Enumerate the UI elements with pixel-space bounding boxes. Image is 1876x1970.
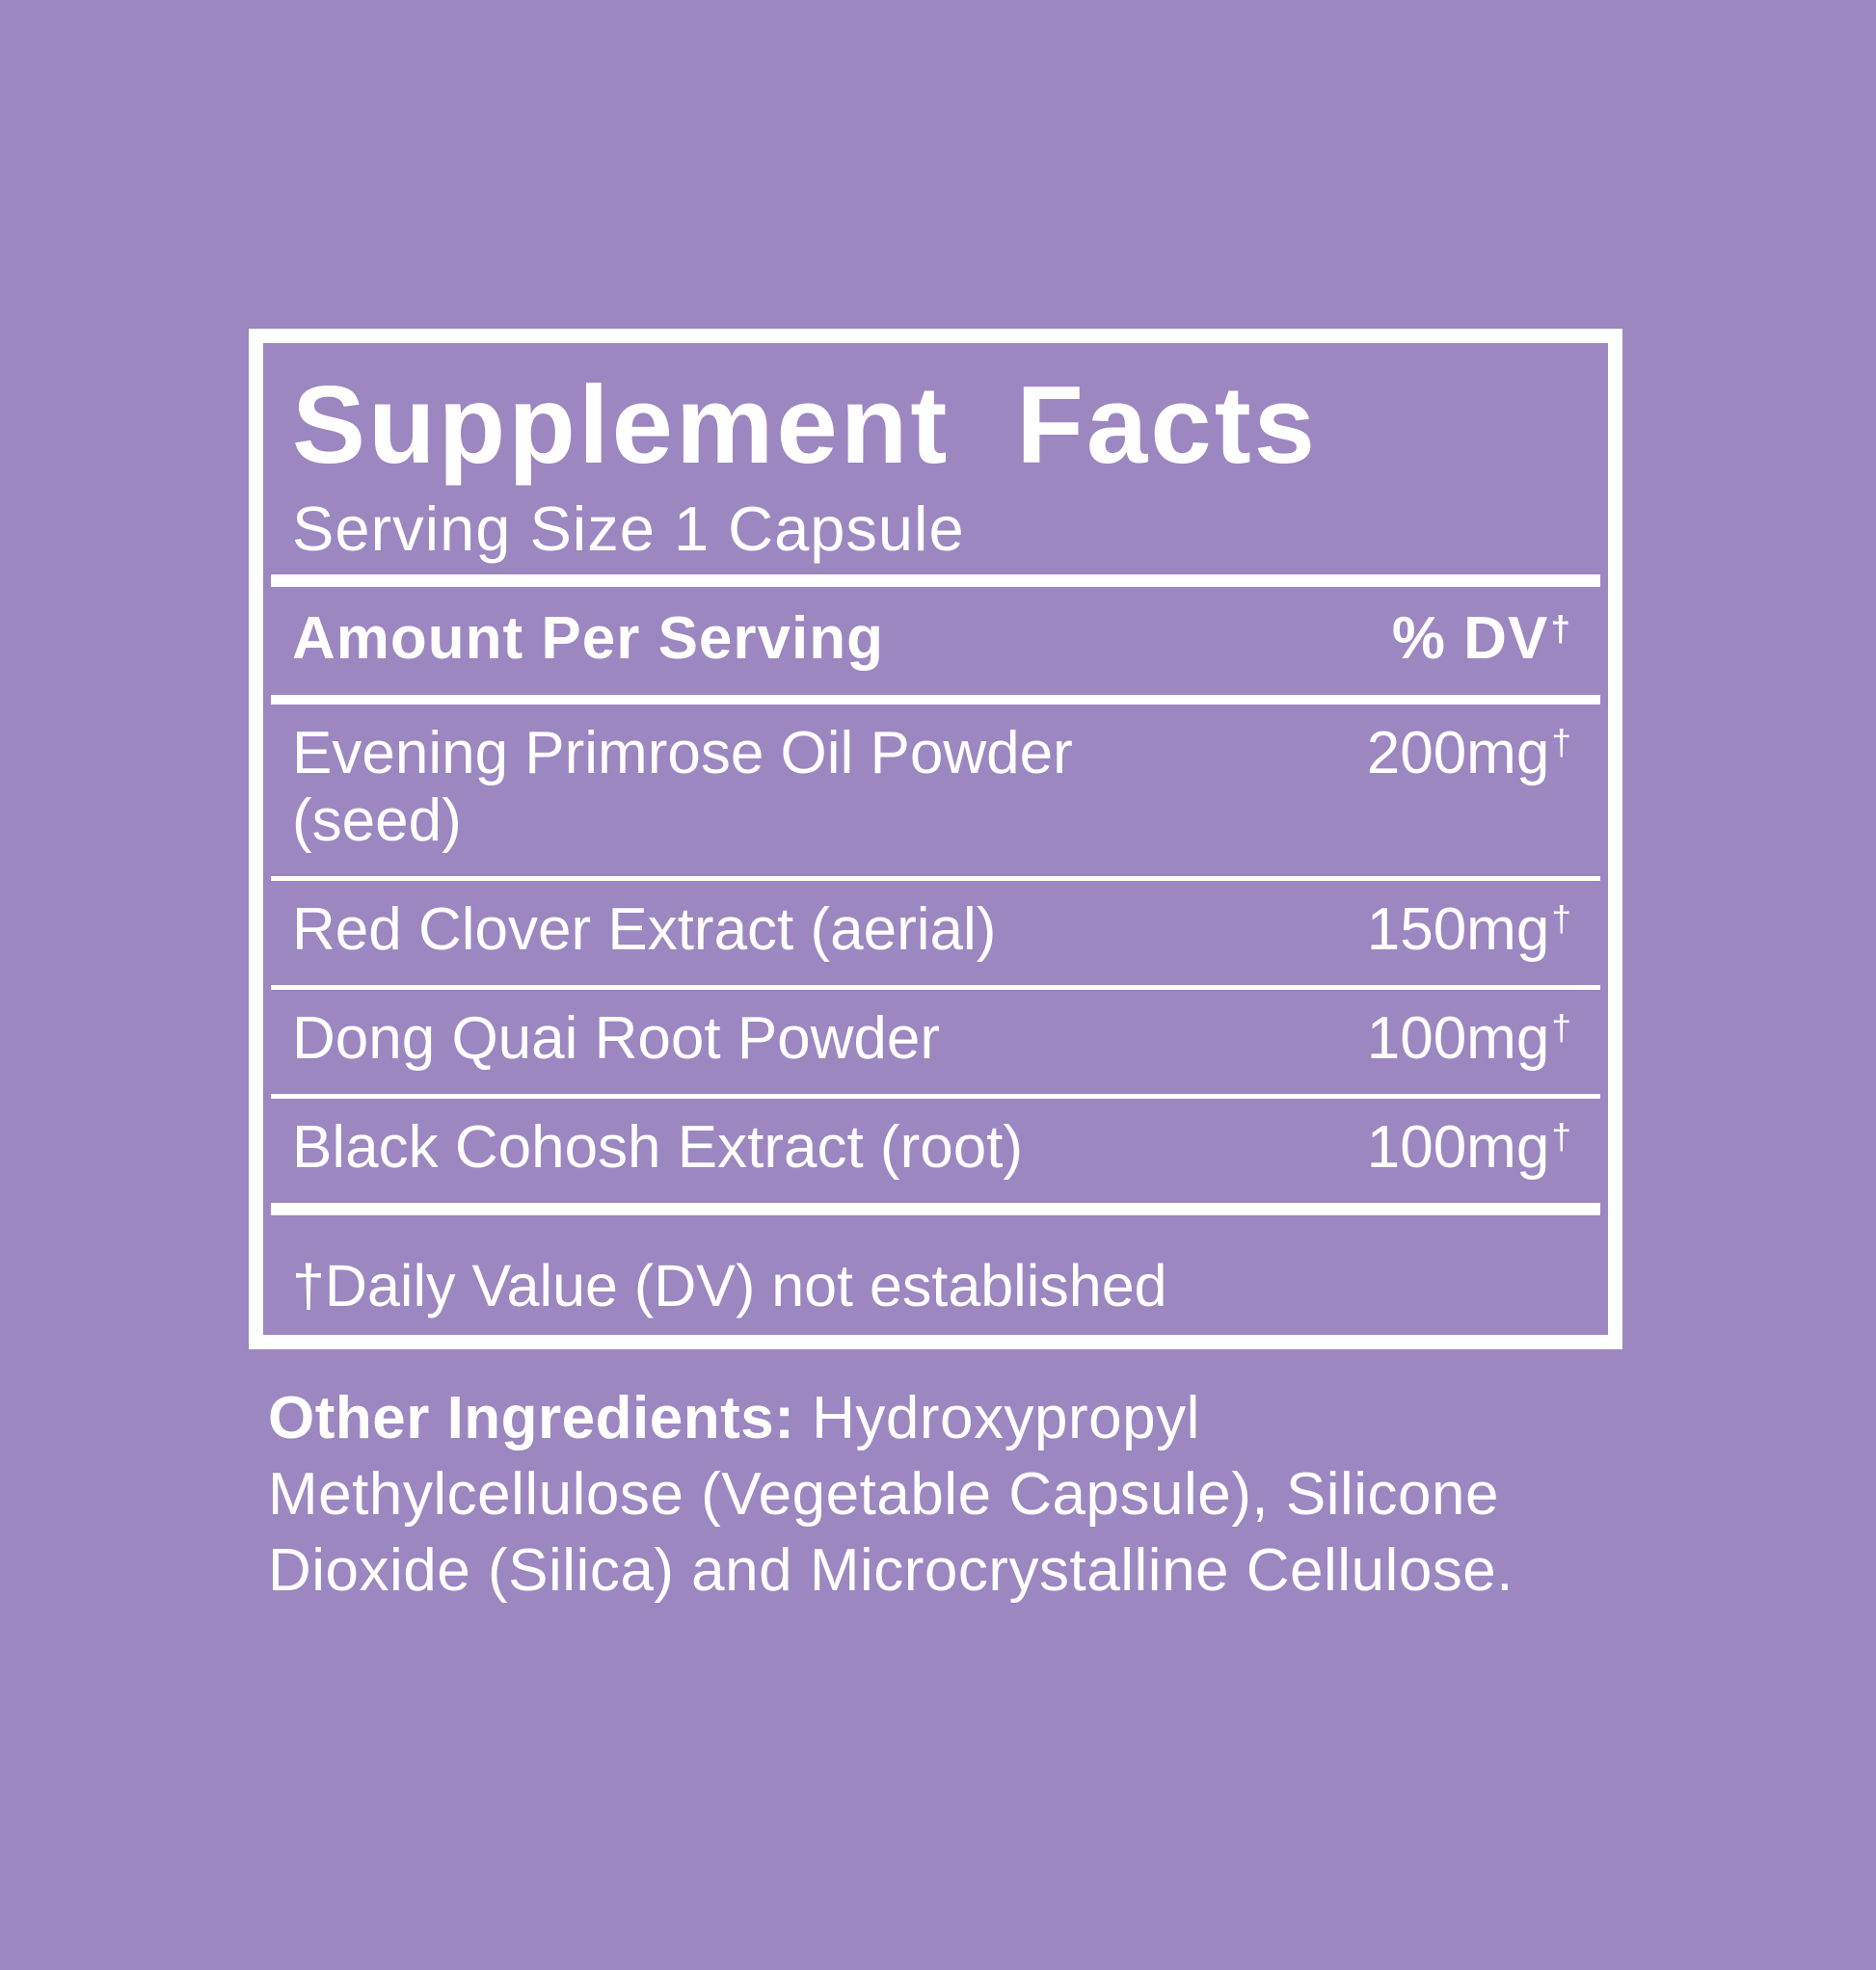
ingredient-amount: 150mg† xyxy=(1366,895,1571,963)
table-row: Dong Quai Root Powder 100mg† xyxy=(263,990,1608,1094)
divider-row xyxy=(271,1093,1600,1099)
panel-content: Supplement Facts Serving Size 1 Capsule … xyxy=(263,343,1608,1319)
serving-size-text: Serving Size 1 Capsule xyxy=(292,492,965,564)
ingredient-name: Red Clover Extract (aerial) xyxy=(292,895,997,963)
table-row: Evening Primrose Oil Powder (seed) 200mg… xyxy=(263,705,1608,876)
divider-heavy-bottom xyxy=(271,1202,1600,1215)
panel-title: Supplement Facts xyxy=(292,364,1319,487)
dagger-symbol: † xyxy=(1551,1116,1571,1158)
supplement-facts-panel: Supplement Facts Serving Size 1 Capsule … xyxy=(249,329,1622,1349)
ingredient-amount: 100mg† xyxy=(1366,1113,1571,1181)
other-ingredients-line-1: Other Ingredients: Hydroxypropyl xyxy=(268,1385,1200,1451)
ingredient-name: Black Cohosh Extract (root) xyxy=(292,1113,1024,1181)
divider-header xyxy=(271,694,1600,705)
percent-dv-label: % DV† xyxy=(1391,605,1571,673)
other-ingredients-paragraph: Other Ingredients: Hydroxypropyl Methylc… xyxy=(268,1380,1772,1609)
other-ingredients-label: Other Ingredients: xyxy=(268,1385,795,1451)
daily-value-footnote: †Daily Value (DV) not established xyxy=(292,1252,1167,1318)
amount-per-serving-label: Amount Per Serving xyxy=(292,605,884,673)
ingredient-amount: 200mg† xyxy=(1366,719,1571,786)
divider-row xyxy=(271,984,1600,990)
table-row: Red Clover Extract (aerial) 150mg† xyxy=(263,881,1608,985)
other-ingredients-line-2: Methylcellulose (Vegetable Capsule), Sil… xyxy=(268,1461,1499,1528)
dagger-symbol: † xyxy=(1550,607,1571,649)
ingredient-amount: 100mg† xyxy=(1366,1004,1571,1072)
table-row: Black Cohosh Extract (root) 100mg† xyxy=(263,1099,1608,1203)
ingredient-name: Dong Quai Root Powder xyxy=(292,1004,941,1072)
divider-row xyxy=(271,875,1600,881)
divider-heavy-top xyxy=(271,574,1600,588)
table-header-row: Amount Per Serving % DV† xyxy=(263,587,1608,694)
other-ingredients-line-3: Dioxide (Silica) and Microcrystalline Ce… xyxy=(268,1537,1514,1604)
dagger-symbol: † xyxy=(1551,722,1571,763)
dagger-symbol: † xyxy=(1551,898,1571,940)
dagger-symbol: † xyxy=(1551,1007,1571,1049)
ingredient-name: Evening Primrose Oil Powder (seed) xyxy=(292,719,1073,854)
